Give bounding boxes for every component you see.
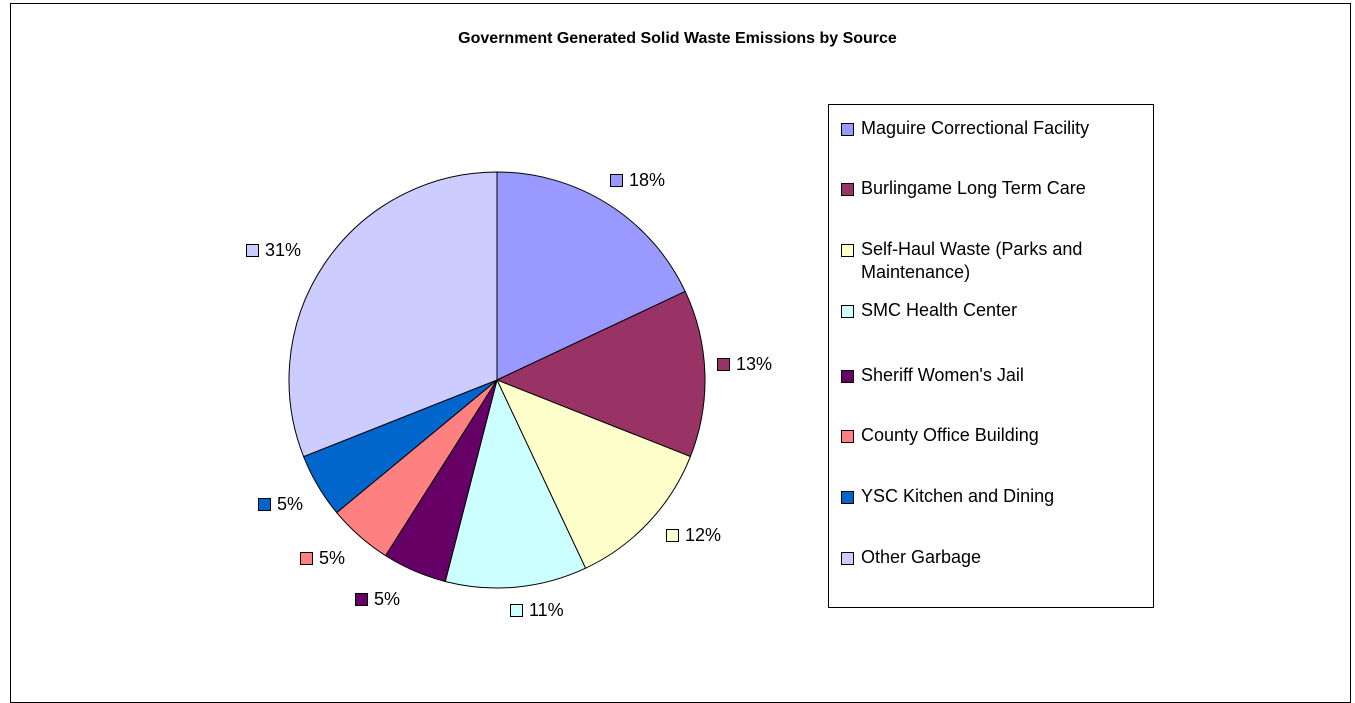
legend-item: Burlingame Long Term Care <box>841 177 1151 200</box>
slice-label-swatch <box>355 593 368 606</box>
slice-percent-label: 31% <box>246 240 301 261</box>
legend-swatch <box>841 305 854 318</box>
legend-swatch <box>841 244 854 257</box>
legend-label: County Office Building <box>861 425 1039 445</box>
legend-swatch <box>841 183 854 196</box>
slice-percent-text: 12% <box>685 525 722 545</box>
legend-label: SMC Health Center <box>861 300 1018 320</box>
legend-label: Burlingame Long Term Care <box>861 178 1086 198</box>
legend-item: SMC Health Center <box>841 299 1151 322</box>
slice-percent-label: 13% <box>717 354 772 375</box>
pie-slice <box>496 379 692 569</box>
slice-percent-text: 5% <box>319 548 346 568</box>
legend-label: Maguire Correctional Facility <box>861 118 1090 138</box>
slice-percent-label: 11% <box>510 600 564 621</box>
slice-label-swatch <box>717 358 730 371</box>
slice-percent-text: 11% <box>529 600 564 620</box>
slice-percent-text: 18% <box>629 170 666 190</box>
legend-swatch <box>841 491 854 504</box>
legend-label: Sheriff Women's Jail <box>861 365 1024 385</box>
legend-item: Other Garbage <box>841 546 1151 569</box>
slice-percent-text: 5% <box>277 494 304 514</box>
slice-label-swatch <box>246 244 259 257</box>
slice-label-swatch <box>610 174 623 187</box>
slice-percent-label: 5% <box>258 494 303 515</box>
legend-item: Maguire Correctional Facility <box>841 117 1151 140</box>
chart-title: Government Generated Solid Waste Emissio… <box>458 30 897 47</box>
slice-percent-label: 5% <box>355 589 400 610</box>
legend-swatch <box>841 123 854 136</box>
slice-label-swatch <box>258 498 271 511</box>
legend-label: Other Garbage <box>861 547 982 567</box>
slice-label-swatch <box>510 604 523 617</box>
slice-percent-text: 31% <box>265 240 302 260</box>
slice-percent-text: 13% <box>736 354 773 374</box>
legend-item: Sheriff Women's Jail <box>841 364 1151 387</box>
slice-percent-label: 12% <box>666 525 721 546</box>
legend-label: YSC Kitchen and Dining <box>861 486 1055 506</box>
pie-slice <box>288 171 498 458</box>
legend-swatch <box>841 552 854 565</box>
slice-label-swatch <box>666 529 679 542</box>
legend-swatch <box>841 430 854 443</box>
legend-item: Self-Haul Waste (Parks and Maintenance) <box>841 238 1151 284</box>
slice-percent-text: 5% <box>374 589 401 609</box>
legend-item: YSC Kitchen and Dining <box>841 485 1151 508</box>
pie-slice <box>495 290 706 458</box>
legend-label: Self-Haul Waste (Parks and Maintenance) <box>861 239 1083 282</box>
legend-item: County Office Building <box>841 424 1151 447</box>
pie-slice <box>496 171 686 381</box>
legend-swatch <box>841 370 854 383</box>
slice-percent-label: 5% <box>300 548 345 569</box>
slice-percent-label: 18% <box>610 170 665 191</box>
slice-label-swatch <box>300 552 313 565</box>
pie-slice <box>444 378 587 589</box>
legend: Maguire Correctional Facility Burlingame … <box>828 104 1154 608</box>
